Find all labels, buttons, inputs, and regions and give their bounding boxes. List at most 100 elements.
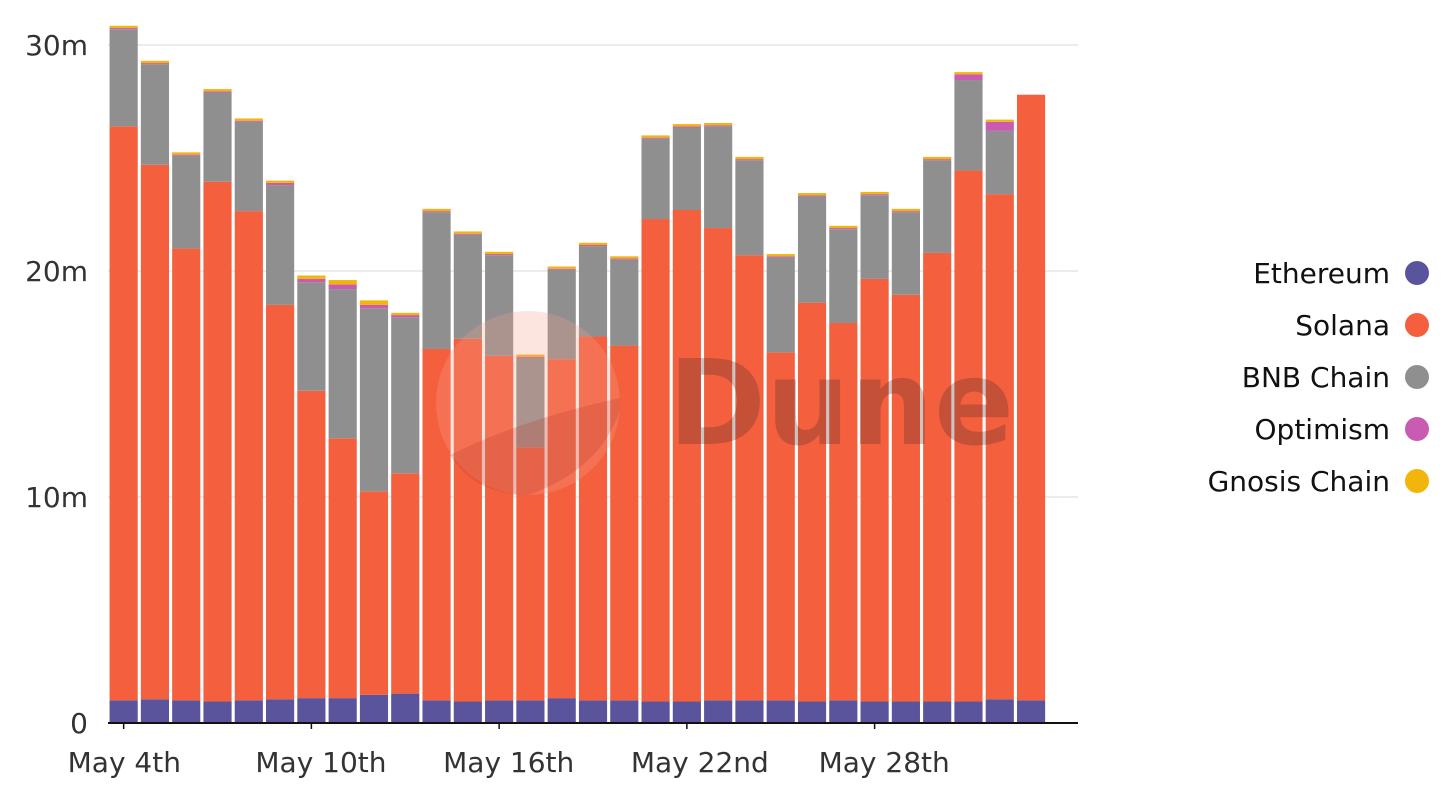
bar-segment-bnb-chain: [923, 160, 952, 253]
bar-segment-solana: [203, 181, 232, 702]
bar-segment-solana: [359, 491, 389, 695]
dune-logo-icon: [436, 311, 620, 495]
y-tick-label: 30m: [25, 29, 88, 62]
bar-segment-gnosis-chain: [923, 156, 952, 160]
bar-segment-ethereum: [1016, 700, 1046, 723]
bar-segment-ethereum: [328, 698, 357, 723]
bar-segment-gnosis-chain: [516, 354, 545, 357]
bar-segment-ethereum: [172, 700, 201, 723]
legend-swatch: [1405, 469, 1429, 493]
bar-segment-ethereum: [516, 700, 545, 723]
bar-segment-ethereum: [954, 701, 983, 723]
bar-segment-solana: [735, 255, 764, 701]
bar-segment-ethereum: [234, 700, 263, 723]
bar-segment-optimism: [328, 284, 357, 290]
legend-swatch: [1405, 365, 1429, 389]
bar-segment-gnosis-chain: [234, 118, 263, 121]
bar-segment-solana: [704, 228, 733, 701]
bar-segment-optimism: [359, 304, 389, 309]
bar-segment-solana: [578, 336, 608, 701]
bar-segment-gnosis-chain: [547, 266, 576, 269]
bar-segment-optimism: [266, 182, 295, 186]
bar-segment-bnb-chain: [359, 308, 389, 492]
bar-segment-bnb-chain: [266, 185, 295, 305]
x-tick-label: May 16th: [443, 746, 574, 779]
bar-segment-gnosis-chain: [328, 280, 357, 285]
bar-segment-gnosis-chain: [109, 25, 138, 29]
bar-segment-optimism: [453, 233, 482, 235]
bar-segment-optimism: [766, 256, 795, 258]
bar-segment-ethereum: [266, 699, 295, 723]
y-tick-label: 10m: [25, 481, 88, 514]
bar-segment-optimism: [891, 211, 920, 213]
bar-segment-optimism: [923, 159, 952, 161]
bar-segment-bnb-chain: [391, 317, 420, 474]
x-tick-label: May 10th: [255, 746, 386, 779]
bar-segment-solana: [140, 164, 170, 700]
bar-segment-solana: [297, 390, 326, 699]
bar-segment-bnb-chain: [453, 234, 482, 339]
bar-segment-solana: [672, 209, 701, 702]
bar-segment-ethereum: [641, 701, 670, 723]
bar-segment-bnb-chain: [485, 255, 514, 356]
bar-segment-gnosis-chain: [766, 254, 795, 257]
bar-segment-solana: [1016, 94, 1046, 701]
bar-segment-optimism: [704, 125, 733, 127]
bar-segment-bnb-chain: [891, 212, 920, 295]
legend: Ethereum Solana BNB Chain Optimism Gnosis Ch…: [1208, 257, 1429, 498]
dune-logo-wave-icon: [450, 398, 620, 495]
bar-segment-solana: [453, 338, 482, 702]
bar-segment-bnb-chain: [578, 246, 608, 337]
bar-segment-optimism: [672, 126, 701, 128]
bar-segment-optimism: [797, 195, 827, 197]
bar-segment-optimism: [578, 245, 608, 247]
bar-segment-gnosis-chain: [704, 122, 733, 126]
bar-segment-optimism: [516, 356, 545, 359]
bar-segment-bnb-chain: [954, 80, 983, 171]
bar-segment-bnb-chain: [234, 121, 263, 212]
x-tick-label: May 4th: [68, 746, 181, 779]
bar-segment-bnb-chain: [109, 29, 138, 127]
bar-segment-optimism: [203, 91, 232, 93]
dune-watermark: Dune: [436, 311, 1014, 495]
bar-segment-ethereum: [547, 698, 576, 723]
bars: [109, 25, 1046, 723]
y-tick-label: 20m: [25, 255, 88, 288]
bar-segment-bnb-chain: [516, 358, 545, 448]
bar-segment-ethereum: [359, 694, 389, 723]
y-tick-label: 0: [70, 707, 88, 740]
bar-segment-optimism: [954, 74, 983, 81]
bar-segment-gnosis-chain: [297, 275, 326, 279]
bar-segment-ethereum: [109, 700, 138, 723]
bar-segment-optimism: [172, 154, 201, 156]
bar-segment-gnosis-chain: [735, 156, 764, 160]
bar-segment-ethereum: [391, 693, 420, 723]
bar-segment-gnosis-chain: [485, 251, 514, 255]
bar-segment-solana: [485, 355, 514, 701]
bar-segment-ethereum: [985, 699, 1014, 723]
bar-segment-ethereum: [704, 700, 733, 723]
bar-segment-solana: [797, 302, 827, 702]
bar-segment-gnosis-chain: [203, 89, 232, 92]
bar-segment-ethereum: [829, 700, 858, 723]
bar-segment-solana: [234, 211, 263, 701]
bar-segment-optimism: [140, 63, 170, 65]
x-tick-label: May 28th: [819, 746, 950, 779]
bar-segment-gnosis-chain: [610, 256, 639, 259]
bar-segment-optimism: [985, 121, 1014, 131]
bar-segment-bnb-chain: [203, 92, 232, 182]
bar-segment-bnb-chain: [172, 155, 201, 249]
bar-segment-bnb-chain: [610, 259, 639, 346]
bar-segment-solana: [109, 126, 138, 701]
bar-segment-gnosis-chain: [641, 135, 670, 138]
bar-segment-ethereum: [203, 701, 232, 723]
bar-segment-bnb-chain: [985, 130, 1014, 195]
bar-segment-ethereum: [797, 701, 827, 723]
bar-segment-ethereum: [891, 701, 920, 723]
bar-segment-optimism: [422, 211, 451, 213]
bar-segment-bnb-chain: [547, 269, 576, 360]
bar-segment-solana: [172, 248, 201, 701]
x-tick-label: May 22nd: [631, 746, 769, 779]
